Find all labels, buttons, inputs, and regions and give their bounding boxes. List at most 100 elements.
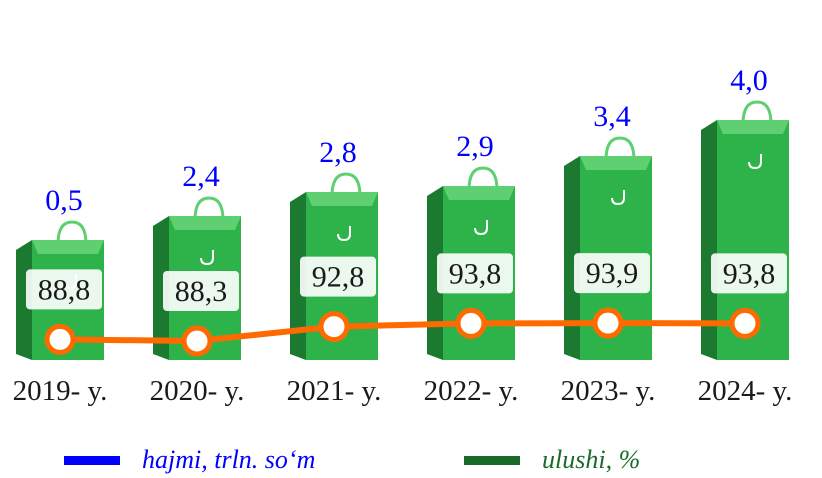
share-label-box bbox=[26, 269, 102, 310]
shelf-product bbox=[109, 170, 125, 186]
shelf-product bbox=[109, 209, 125, 232]
shelf-product bbox=[298, 26, 314, 48]
shelf-board bbox=[0, 186, 420, 191]
shelf-product bbox=[214, 26, 230, 48]
bag-side bbox=[427, 186, 443, 360]
legend-volume-label: hajmi, trln. so‘m bbox=[142, 445, 316, 474]
volume-value-label: 0,5 bbox=[45, 184, 83, 217]
share-value-label: 92,8 bbox=[312, 261, 365, 294]
share-line bbox=[59, 320, 746, 345]
shelf-product bbox=[130, 167, 146, 186]
bag-handle bbox=[193, 196, 225, 221]
bag-handle bbox=[604, 136, 636, 161]
shelf-product bbox=[403, 74, 419, 94]
shelf-product bbox=[319, 113, 335, 140]
category-label: 2020- y. bbox=[150, 375, 245, 407]
shelf-product bbox=[403, 113, 419, 140]
shelf-product bbox=[172, 122, 188, 140]
shelf-product bbox=[361, 29, 377, 48]
legend-volume: hajmi, trln. so‘m bbox=[64, 445, 316, 474]
shelf-product bbox=[403, 23, 419, 48]
shelf-product bbox=[403, 215, 419, 232]
shelf-product bbox=[25, 170, 41, 186]
shelf-product bbox=[88, 212, 104, 232]
shelf-product bbox=[25, 119, 41, 140]
legend-share: ulushi, % bbox=[464, 445, 641, 474]
bag-top-fold bbox=[306, 192, 378, 206]
shelf-product bbox=[151, 74, 167, 94]
shelf-product bbox=[382, 206, 398, 232]
category-label: 2019- y. bbox=[13, 375, 108, 407]
bag-handle bbox=[467, 166, 499, 191]
category-label: 2022- y. bbox=[424, 375, 519, 407]
bag-side bbox=[153, 216, 169, 360]
shelf-product bbox=[193, 68, 209, 94]
shelf-product bbox=[88, 71, 104, 94]
legend-volume-swatch bbox=[64, 455, 120, 465]
shelf-product bbox=[340, 122, 356, 140]
category-label: 2021- y. bbox=[287, 375, 382, 407]
share-point bbox=[318, 311, 350, 343]
shelf-product bbox=[298, 167, 314, 186]
shelf-board bbox=[0, 140, 420, 145]
shelf-product bbox=[361, 119, 377, 140]
bag-hook bbox=[200, 250, 214, 266]
shelf-board bbox=[0, 48, 420, 53]
shelf-product bbox=[130, 77, 146, 94]
shelf-product bbox=[25, 29, 41, 48]
shelf-product bbox=[277, 68, 293, 94]
shelf-product bbox=[172, 32, 188, 48]
bag-top-fold bbox=[717, 120, 789, 134]
shelf-product bbox=[151, 113, 167, 140]
shelf-product bbox=[46, 26, 62, 48]
shelf-product bbox=[46, 77, 62, 94]
bag-hook bbox=[337, 226, 351, 242]
shelf-product bbox=[256, 212, 272, 232]
shelf-product bbox=[4, 32, 20, 48]
shelf-product bbox=[193, 119, 209, 140]
shelf-product bbox=[340, 71, 356, 94]
bag-hook bbox=[474, 220, 488, 236]
shelf-product bbox=[277, 170, 293, 186]
volume-value-label: 2,9 bbox=[456, 130, 494, 163]
category-label: 2023- y. bbox=[561, 375, 656, 407]
shelf-product bbox=[214, 116, 230, 140]
shelf-product bbox=[256, 71, 272, 94]
shelf-product bbox=[46, 167, 62, 186]
shelf-product bbox=[235, 113, 251, 140]
shelf-product bbox=[277, 260, 293, 278]
shelf-product bbox=[4, 161, 20, 186]
shelf-product bbox=[214, 77, 230, 94]
bag-handle bbox=[741, 100, 773, 125]
shelf-product bbox=[88, 32, 104, 48]
shelf-product bbox=[298, 77, 314, 94]
shelf-product bbox=[172, 71, 188, 94]
share-point bbox=[592, 307, 624, 339]
category-label: 2024- y. bbox=[698, 375, 793, 407]
shelf-product bbox=[151, 23, 167, 48]
shelf-product bbox=[67, 74, 83, 94]
shelf-product bbox=[256, 122, 272, 140]
volume-value-label: 2,8 bbox=[319, 136, 357, 169]
share-point bbox=[44, 323, 76, 355]
shelf-product bbox=[256, 32, 272, 48]
shelf-product bbox=[256, 161, 272, 186]
shelf-product bbox=[214, 167, 230, 186]
shelf-product bbox=[67, 23, 83, 48]
shelf-product bbox=[130, 116, 146, 140]
shelf-product bbox=[277, 29, 293, 48]
legend-share-label: ulushi, % bbox=[542, 445, 641, 474]
bag-handle bbox=[56, 220, 88, 245]
bag-top-fold bbox=[580, 156, 652, 170]
shelf-product bbox=[319, 74, 335, 94]
share-value-label: 93,8 bbox=[449, 257, 502, 290]
labels-layer: 0,5 2019- y. 2,4 2020- y. 2,8 2021- y. 2,9 2022… bbox=[13, 64, 793, 407]
shelf-product bbox=[193, 29, 209, 48]
shelf-product bbox=[382, 116, 398, 140]
shelf-product bbox=[193, 170, 209, 186]
shelf-product bbox=[67, 113, 83, 140]
shelf-product bbox=[172, 161, 188, 186]
shelf-product bbox=[109, 29, 125, 48]
shelf-product bbox=[109, 119, 125, 140]
shelf-product bbox=[235, 23, 251, 48]
